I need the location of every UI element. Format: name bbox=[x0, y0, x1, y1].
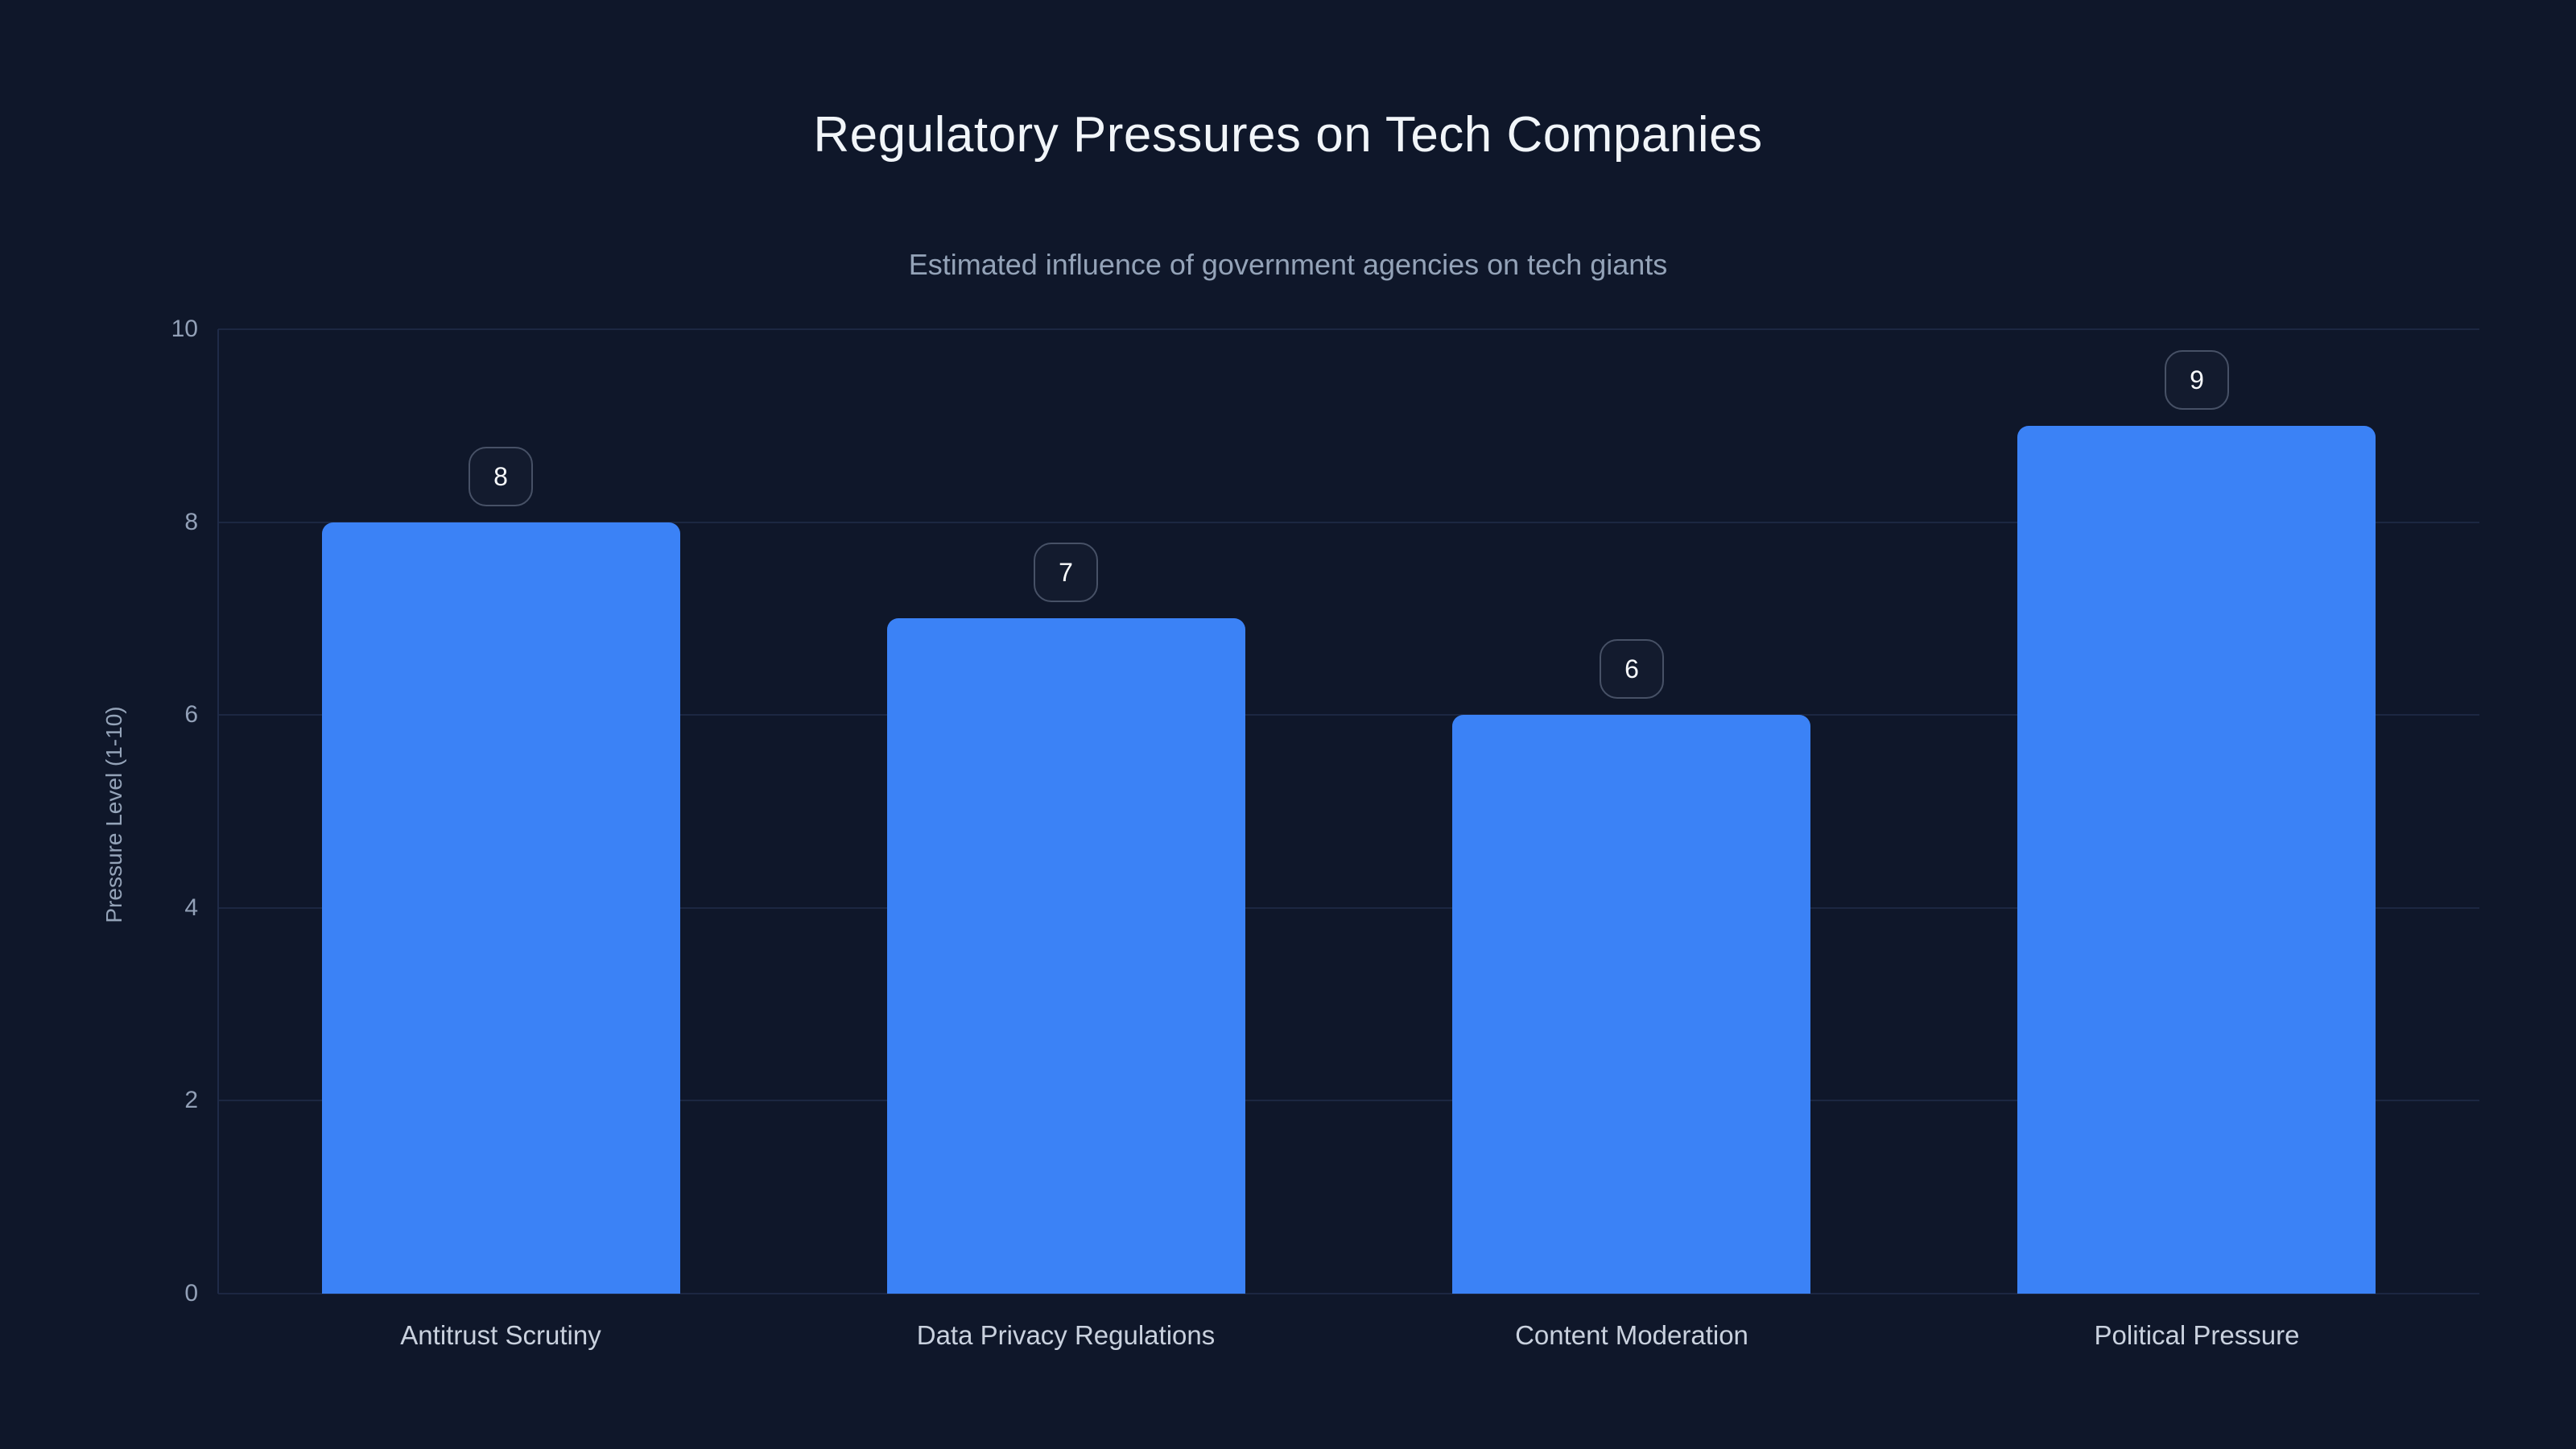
y-tick-label-6: 6 bbox=[184, 701, 198, 728]
x-axis-label-data-privacy-regulations: Data Privacy Regulations bbox=[916, 1320, 1216, 1350]
y-tick-label-0: 0 bbox=[184, 1280, 198, 1307]
y-tick-label-8: 8 bbox=[184, 509, 198, 535]
bar-content-moderation bbox=[1452, 715, 1810, 1294]
y-axis-title: Pressure Level (1-10) bbox=[101, 706, 126, 923]
y-tick-label-2: 2 bbox=[184, 1087, 198, 1113]
y-axis-line bbox=[217, 329, 219, 1294]
gridline-6 bbox=[218, 714, 2479, 716]
y-tick-label-4: 4 bbox=[184, 894, 198, 921]
gridline-8 bbox=[218, 522, 2479, 523]
bar-antitrust-scrutiny bbox=[322, 522, 680, 1294]
gridline-4 bbox=[218, 907, 2479, 909]
gridline-0 bbox=[218, 1293, 2479, 1294]
x-axis-label-political-pressure: Political Pressure bbox=[2094, 1320, 2300, 1350]
gridline-2 bbox=[218, 1100, 2479, 1101]
chart-subtitle: Estimated influence of government agenci… bbox=[908, 248, 1668, 281]
chart-title: Regulatory Pressures on Tech Companies bbox=[813, 107, 1763, 163]
value-badge-content-moderation: 6 bbox=[1600, 639, 1664, 699]
x-axis-label-antitrust-scrutiny: Antitrust Scrutiny bbox=[400, 1320, 601, 1350]
value-badge-political-pressure: 9 bbox=[2165, 350, 2229, 410]
bar-data-privacy-regulations bbox=[887, 618, 1245, 1294]
bar-political-pressure bbox=[2017, 426, 2376, 1294]
gridline-10 bbox=[218, 328, 2479, 330]
y-tick-label-10: 10 bbox=[171, 316, 198, 342]
value-badge-antitrust-scrutiny: 8 bbox=[469, 447, 533, 506]
x-axis-label-content-moderation: Content Moderation bbox=[1515, 1320, 1748, 1350]
value-badge-data-privacy-regulations: 7 bbox=[1034, 543, 1098, 602]
